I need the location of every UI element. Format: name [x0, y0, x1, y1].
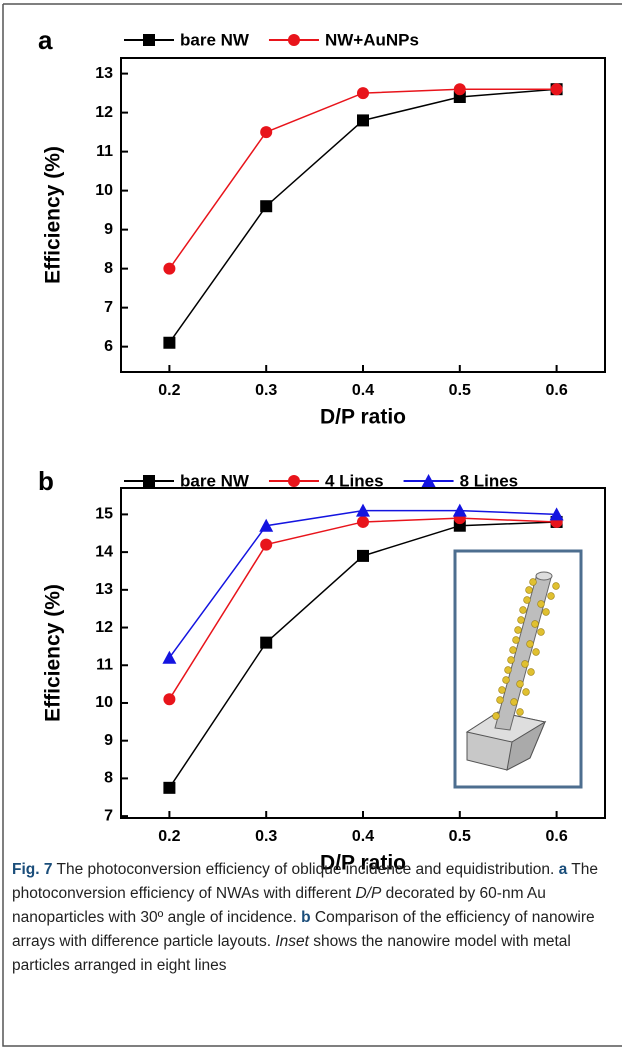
y-tick-label: 12 — [95, 619, 113, 636]
data-point — [162, 650, 177, 664]
x-tick-label: 0.2 — [158, 382, 180, 399]
caption-italic: Inset — [275, 933, 309, 950]
caption-italic: D/P — [355, 885, 382, 902]
data-point — [163, 336, 176, 349]
data-point — [453, 83, 466, 96]
data-point — [356, 503, 370, 517]
data-point — [163, 262, 176, 275]
caption-text: shows the nanowire model with metal part… — [12, 933, 571, 974]
y-tick-label: 6 — [104, 338, 113, 355]
x-tick-label: 0.5 — [449, 828, 471, 845]
legend-label: bare NW — [180, 30, 250, 49]
x-axis-label: D/P ratio — [320, 406, 406, 429]
x-tick-label: 0.6 — [545, 828, 567, 845]
x-tick-label: 0.4 — [352, 828, 374, 845]
y-tick-label: 11 — [96, 143, 113, 160]
data-point — [549, 507, 564, 521]
border — [2, 3, 622, 1047]
data-point — [357, 87, 369, 100]
y-tick-label: 7 — [104, 299, 113, 316]
caption-panel: b — [301, 909, 311, 926]
legend-label: NW+AuNPs — [325, 30, 419, 49]
data-point — [260, 538, 273, 551]
y-tick-label: 11 — [96, 656, 113, 673]
panel-label: b — [38, 466, 54, 496]
x-tick-label: 0.6 — [545, 382, 567, 399]
x-tick-label: 0.5 — [449, 382, 471, 399]
data-point — [163, 693, 176, 706]
y-tick-label: 8 — [104, 770, 113, 787]
data-point — [550, 83, 563, 96]
panel-label: a — [38, 25, 53, 55]
caption-text: The photoconversion efficiency of obliqu… — [52, 861, 559, 878]
y-tick-label: 9 — [104, 732, 113, 749]
legend-marker — [421, 474, 436, 487]
y-tick-label: 14 — [95, 543, 113, 560]
data-point — [163, 781, 176, 794]
inset-image — [453, 549, 583, 789]
series-line — [168, 88, 557, 344]
y-tick-label: 10 — [95, 694, 113, 711]
data-point — [259, 518, 274, 532]
caption: Fig. 7 The photoconversion efficiency of… — [12, 858, 612, 978]
data-point — [357, 114, 369, 127]
legend-marker — [287, 475, 300, 487]
plot-frame — [120, 57, 606, 373]
caption-fig: Fig. 7 — [12, 861, 53, 878]
y-axis-label: Efficiency (%) — [42, 146, 65, 284]
x-axis-label: D/P ratio — [320, 852, 406, 875]
data-point — [357, 549, 369, 562]
y-axis-label: Efficiency (%) — [42, 584, 65, 722]
data-point — [260, 200, 273, 213]
y-tick-label: 7 — [104, 807, 113, 824]
y-tick-label: 12 — [95, 104, 113, 121]
x-tick-label: 0.3 — [255, 382, 277, 399]
data-point — [452, 503, 467, 517]
caption-text: The photoconversion efficiency of NWAs w… — [12, 861, 598, 902]
legend-label: 4 Lines — [325, 471, 384, 490]
y-tick-label: 10 — [95, 182, 113, 199]
data-point — [260, 126, 273, 139]
caption-panel: a — [558, 861, 568, 878]
legend-label: 8 Lines — [460, 471, 519, 490]
x-tick-label: 0.4 — [352, 382, 374, 399]
x-tick-label: 0.2 — [158, 828, 180, 845]
data-point — [357, 515, 369, 528]
y-tick-label: 8 — [104, 260, 113, 277]
data-point — [260, 636, 273, 649]
legend-marker — [143, 475, 155, 487]
y-tick-label: 15 — [95, 506, 113, 523]
legend-marker — [287, 34, 300, 46]
y-tick-label: 9 — [104, 221, 113, 238]
legend-label: bare NW — [180, 471, 250, 490]
y-tick-label: 13 — [95, 581, 113, 598]
y-tick-label: 13 — [95, 65, 113, 82]
caption-text: Comparison of the efficiency of nanowire… — [12, 909, 595, 950]
legend-marker — [143, 34, 155, 46]
caption-text: decorated by 60-nm Au nanoparticles with… — [12, 885, 546, 926]
x-tick-label: 0.3 — [255, 828, 277, 845]
